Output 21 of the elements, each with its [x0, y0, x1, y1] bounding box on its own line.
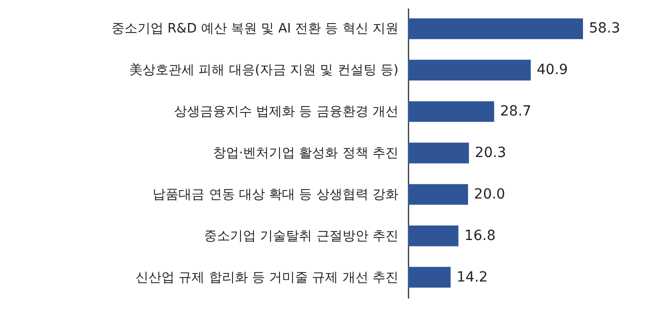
data-label: 28.7: [500, 104, 532, 120]
y-tick-label: 美상호관세 피해 대응(자금 지원 및 컨설팅 등): [130, 62, 398, 78]
data-label: 14.2: [456, 269, 488, 286]
y-tick-label: 신산업 규제 합리화 등 거미줄 규제 개선 추진: [136, 270, 398, 286]
bar: [408, 226, 458, 246]
bar: [408, 18, 583, 40]
bar: [408, 60, 531, 80]
bar: [408, 184, 468, 205]
data-label: 40.9: [536, 62, 568, 78]
y-tick-label: 창업·벤처기업 활성화 정책 추진: [212, 146, 398, 161]
data-label: 16.8: [464, 228, 496, 244]
data-label: 58.3: [589, 20, 620, 37]
y-tick-label: 상생금융지수 법제화 등 금융환경 개선: [174, 104, 398, 120]
data-label: 20.3: [474, 145, 506, 161]
bar: [408, 101, 494, 122]
y-tick-label: 납품대금 연동 대상 확대 등 상생협력 강화: [152, 187, 398, 202]
data-label: 20.0: [474, 186, 506, 202]
y-tick-label: 중소기업 R&D 예산 복원 및 AI 전환 등 혁신 지원: [111, 22, 398, 37]
bar: [408, 266, 451, 288]
bar: [408, 142, 469, 164]
y-tick-label: 중소기업 기술탈취 근절방안 추진: [204, 228, 398, 244]
